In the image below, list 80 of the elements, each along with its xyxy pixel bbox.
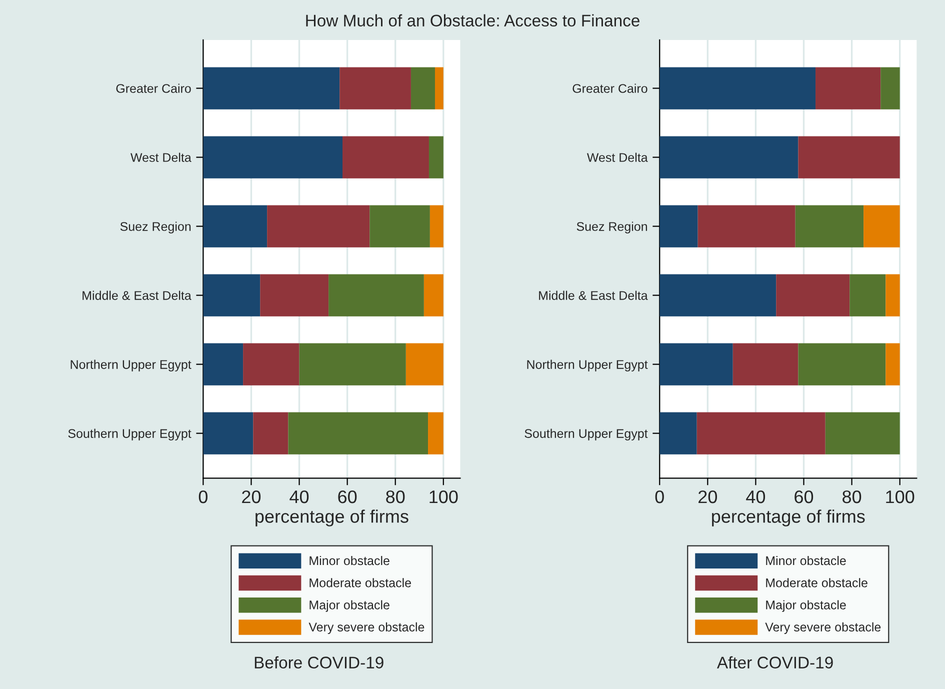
bar [342,136,429,178]
bar [732,343,798,386]
y-tick-label: Southern Upper Egypt [524,428,648,440]
x-tick-label: 20 [242,490,261,504]
bar [795,205,864,248]
bar [825,412,900,454]
bar [886,274,900,316]
y-tick-label: Northern Upper Egypt [70,360,192,372]
bar [288,412,428,454]
x-tick-label: 100 [886,490,914,504]
legend-label: Minor obstacle [310,556,390,566]
y-tick-label: Southern Upper Egypt [68,428,192,440]
bar [428,412,444,454]
y-tick-label: West Delta [586,152,648,162]
text: After COVID-19 [716,656,833,668]
y-tick-label: Middle & East Delta [82,290,192,300]
x-axis-title: percentage of firms [256,510,408,526]
bar [880,67,900,110]
text: Before COVID-19 [254,656,384,668]
legend-label: Major obstacle [310,600,390,612]
bar [203,274,260,316]
bar [434,67,444,110]
bar [816,67,881,110]
bar [430,205,444,248]
legend-label: Moderate obstacle [766,578,868,588]
x-tick-label: 100 [430,490,458,504]
bar [253,412,288,454]
x-tick-label: 80 [842,490,862,504]
x-tick-label: 60 [794,490,814,504]
x-axis-title: percentage of firms [712,510,865,526]
bar [698,205,796,248]
bar [660,412,697,454]
bar [428,136,444,178]
y-tick-label: Northern Upper Egypt [527,360,648,372]
y-tick-label: Middle & East Delta [539,290,648,300]
legend-label: Minor obstacle [766,556,846,566]
x-tick-label: 40 [290,490,309,504]
bar [660,67,816,110]
bar [424,274,444,316]
bar [203,412,254,454]
bar [660,205,698,248]
y-tick-label: West Delta [130,152,192,162]
bar [864,205,900,248]
legend-label: Very severe obstacle [765,622,881,634]
bar [340,67,411,110]
x-tick-label: 0 [655,490,664,504]
x-tick-label: 40 [746,490,766,504]
x-tick-label: 80 [386,490,405,504]
bar [886,343,900,386]
legend-label: Moderate obstacle [310,578,411,588]
x-tick-label: 0 [198,490,208,504]
x-tick-label: 60 [338,490,357,504]
bar [370,205,430,248]
bar [203,205,268,248]
chart-title: How Much of an Obstacle: Access to Finance [306,14,640,27]
bar [696,412,826,454]
bar [660,343,733,386]
y-tick-label: Greater Cairo [572,84,648,93]
bar [328,274,424,316]
bar [660,274,776,316]
bar [410,67,435,110]
bar [660,136,798,178]
y-tick-label: Greater Cairo [116,84,191,93]
bar [850,274,886,316]
bar [203,136,343,178]
bar [260,274,329,316]
bar [299,343,406,386]
legend-label: Major obstacle [766,600,846,612]
bar [203,67,340,110]
y-tick-label: Suez Region [576,222,647,234]
y-tick-label: Suez Region [120,222,191,234]
bar [243,343,300,386]
bar [267,205,370,248]
legend-label: Very severe obstacle [308,622,424,634]
bar [203,343,244,386]
bar [798,343,886,386]
bar [776,274,850,316]
bar [406,343,444,386]
bar [798,136,900,178]
x-tick-label: 20 [698,490,717,504]
